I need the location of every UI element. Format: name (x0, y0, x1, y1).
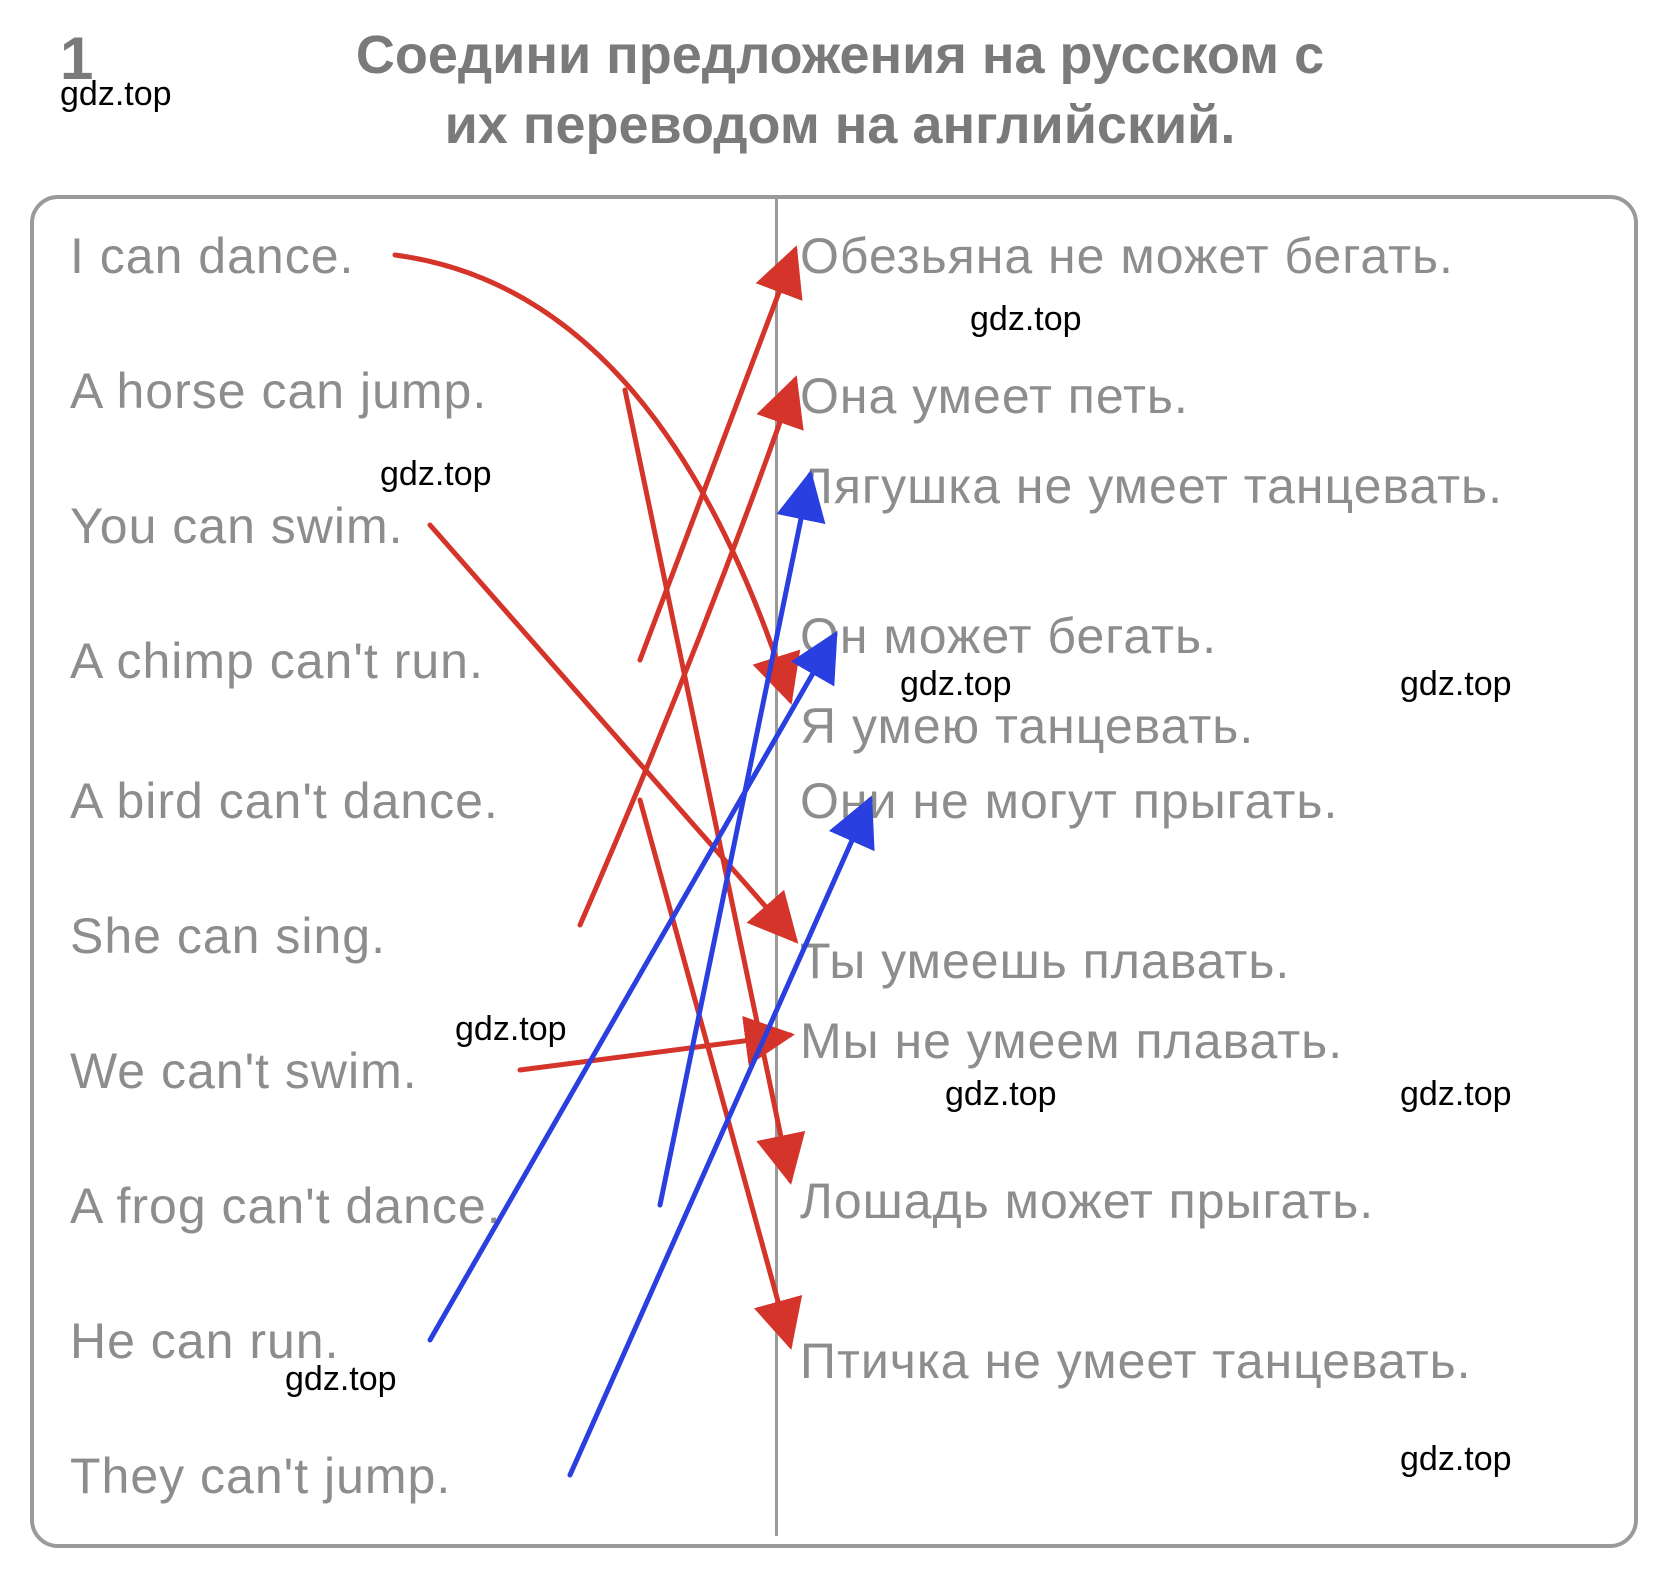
watermark: gdz.top (455, 1010, 567, 1049)
english-item: A chimp can't run. (70, 630, 484, 693)
english-item: A horse can jump. (70, 360, 487, 423)
russian-item: Он может бегать. (800, 605, 1620, 668)
watermark: gdz.top (945, 1075, 1057, 1114)
english-item: She can sing. (70, 905, 386, 968)
russian-item: Птичка не умеет тан­цевать. (800, 1330, 1620, 1393)
russian-item: Лошадь может пры­гать. (800, 1170, 1620, 1233)
russian-item: Ты умеешь плавать. (800, 930, 1620, 993)
watermark: gdz.top (380, 455, 492, 494)
english-item: You can swim. (70, 495, 404, 558)
page-root: 1 Соедини предложения на русском с их пе… (0, 0, 1665, 1571)
russian-item: Лягушка не умеет танцевать. (800, 455, 1620, 518)
russian-item: Они не могут пры­гать. (800, 770, 1620, 833)
watermark: gdz.top (285, 1360, 397, 1399)
english-item: They can't jump. (70, 1445, 451, 1508)
watermark: gdz.top (900, 665, 1012, 704)
watermark: gdz.top (1400, 1440, 1512, 1479)
exercise-heading: 1 Соедини предложения на русском с их пе… (60, 20, 1620, 160)
english-item: A frog can't dance. (70, 1175, 502, 1238)
english-item: A bird can't dance. (70, 770, 499, 833)
center-divider (775, 199, 778, 1536)
russian-item: Мы не умеем пла­вать. (800, 1010, 1620, 1073)
watermark: gdz.top (60, 75, 172, 114)
english-item: I can dance. (70, 225, 354, 288)
russian-item: Она умеет петь. (800, 365, 1620, 428)
heading-line1: Соедини предложения на русском с (356, 25, 1324, 85)
russian-item: Я умею танцевать. (800, 695, 1620, 758)
watermark: gdz.top (1400, 1075, 1512, 1114)
russian-item: Обезьяна не может бегать. (800, 225, 1620, 288)
watermark: gdz.top (970, 300, 1082, 339)
heading-line2: их переводом на английский. (445, 95, 1236, 155)
english-item: We can't swim. (70, 1040, 418, 1103)
watermark: gdz.top (1400, 665, 1512, 704)
